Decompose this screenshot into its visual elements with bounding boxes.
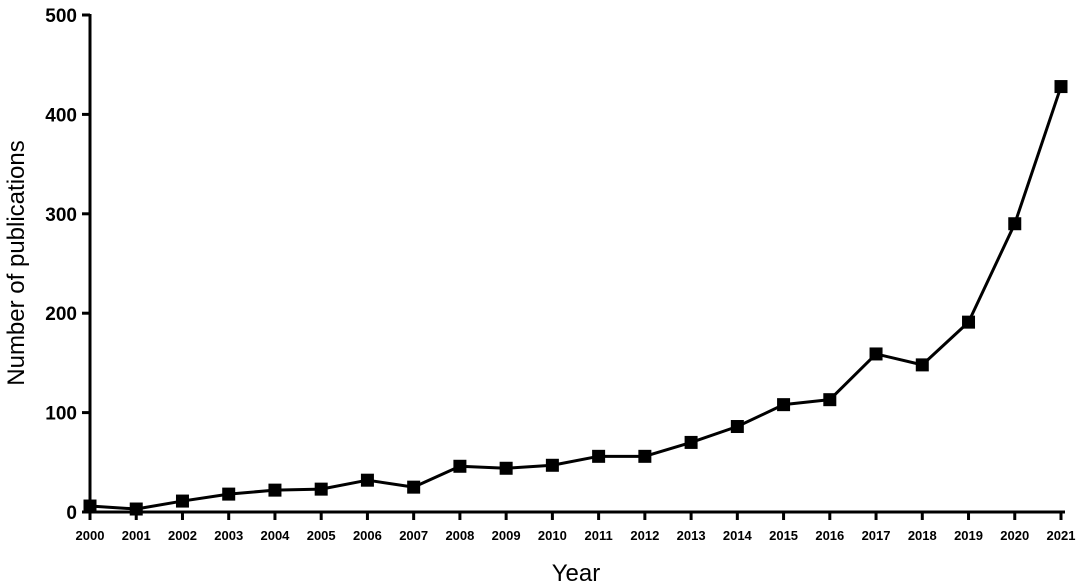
data-point-marker [823,393,837,407]
data-point-marker [638,449,652,463]
data-point-marker [684,435,698,449]
data-point-marker [83,499,97,513]
data-point-marker [777,398,791,412]
data-point-marker [1008,217,1022,231]
x-tick-label: 2002 [168,528,197,543]
x-axis-title: Year [552,560,601,586]
x-tick-label: 2004 [260,528,290,543]
y-tick-label: 300 [45,205,77,226]
x-tick-label: 2000 [76,528,105,543]
x-axis-ticks: 2000 2001 2002 2003 2004 2005 2006 2007 2008 2009… [76,512,1076,543]
y-axis-ticks: 0 100 200 300 400 500 [45,6,90,524]
x-tick-label: 2014 [723,528,753,543]
x-tick-label: 2012 [630,528,659,543]
data-point-marker [453,459,467,473]
x-tick-label: 2011 [585,528,613,543]
y-tick-label: 100 [45,404,77,425]
data-point-marker [407,480,421,494]
x-tick-label: 2016 [815,528,844,543]
series-line [89,86,1063,511]
data-point-marker [314,482,328,496]
y-tick-label: 400 [45,105,77,126]
x-tick-label: 2001 [122,528,151,543]
data-point-marker [268,483,282,497]
data-point-marker [592,449,606,463]
x-tick-label: 2020 [1000,528,1029,543]
y-tick-label: 500 [45,6,77,27]
x-tick-label: 2003 [214,528,243,543]
data-point-marker [869,347,883,361]
x-tick-label: 2010 [538,528,567,543]
x-tick-label: 2017 [862,528,891,543]
data-point-marker [730,420,744,434]
y-tick-label: 200 [45,304,77,325]
data-point-marker [1054,80,1068,94]
data-point-marker [129,502,143,516]
x-tick-label: 2005 [307,528,336,543]
data-point-marker [175,494,189,508]
x-tick-label: 2015 [769,528,798,543]
x-tick-label: 2021 [1047,528,1076,543]
x-tick-label: 2009 [492,528,521,543]
x-tick-label: 2008 [445,528,474,543]
data-point-marker [962,315,976,329]
x-tick-label: 2018 [908,528,937,543]
axes [88,14,1065,514]
y-tick-label: 0 [66,503,77,524]
data-point-marker [545,458,559,472]
x-tick-label: 2019 [954,528,983,543]
x-tick-label: 2006 [353,528,382,543]
y-axis-title: Number of publications [3,140,30,385]
data-point-marker [222,487,236,501]
x-tick-label: 2007 [399,528,428,543]
data-point-marker [915,358,929,372]
x-tick-label: 2013 [677,528,706,543]
series-group [83,80,1068,516]
data-point-marker [499,461,513,475]
data-point-marker [360,473,374,487]
